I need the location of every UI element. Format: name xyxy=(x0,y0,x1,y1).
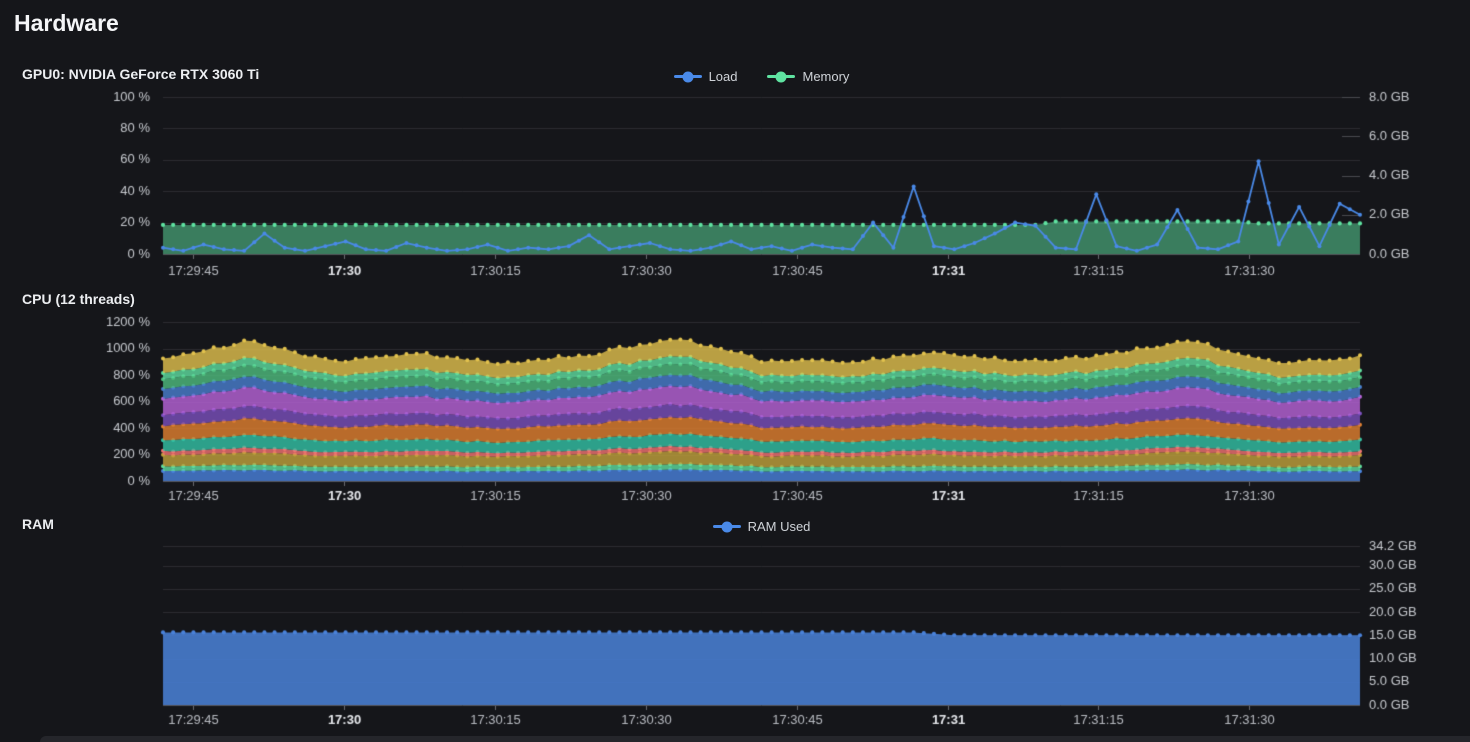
gpu-legend: Load Memory xyxy=(163,69,1360,84)
legend-label: Memory xyxy=(802,69,850,84)
gpu-chart[interactable] xyxy=(0,88,1470,293)
legend-item-ram-used[interactable]: RAM Used xyxy=(712,519,811,534)
legend-item-memory[interactable]: Memory xyxy=(767,69,849,84)
legend-label: Load xyxy=(708,69,738,84)
next-panel-edge xyxy=(40,736,1470,742)
cpu-chart[interactable] xyxy=(0,312,1470,517)
legend-marker-icon xyxy=(712,521,741,532)
legend-marker-icon xyxy=(767,71,796,82)
ram-section-title: RAM xyxy=(22,516,54,532)
ram-legend: RAM Used xyxy=(163,519,1360,534)
ram-chart[interactable] xyxy=(0,536,1470,741)
gpu-section-title: GPU0: NVIDIA GeForce RTX 3060 Ti xyxy=(22,66,260,82)
legend-label: RAM Used xyxy=(747,519,811,534)
cpu-section-title: CPU (12 threads) xyxy=(22,291,135,307)
legend-marker-icon xyxy=(673,71,702,82)
legend-item-load[interactable]: Load xyxy=(673,69,738,84)
page-title: Hardware xyxy=(14,10,119,36)
